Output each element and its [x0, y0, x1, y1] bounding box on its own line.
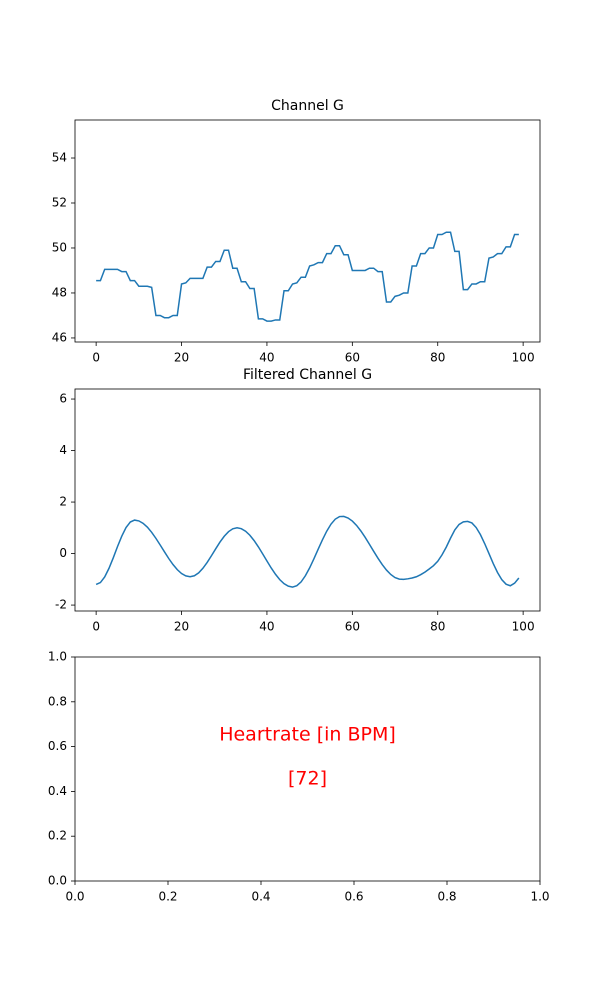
y-tick-label: 48 [52, 285, 67, 299]
plot-frame [74, 119, 541, 343]
x-tick-label: 0.0 [65, 890, 84, 904]
x-tick-label: 100 [512, 351, 535, 365]
y-tick-label: 0.0 [48, 874, 67, 888]
y-tick-label: 0.4 [48, 784, 67, 798]
y-tick-label: -2 [55, 598, 67, 612]
x-tick-label: 60 [345, 351, 360, 365]
y-tick-label: 4 [59, 443, 67, 457]
y-tick-label: 0.8 [48, 694, 67, 708]
y-tick-label: 0.6 [48, 739, 67, 753]
y-tick-label: 54 [52, 151, 67, 165]
x-tick-label: 0.8 [437, 890, 456, 904]
x-tick-label: 0 [92, 351, 100, 365]
x-tick-label: 1.0 [530, 890, 549, 904]
y-tick-label: 0 [59, 546, 67, 560]
x-tick-label: 40 [259, 351, 274, 365]
y-tick-label: 50 [52, 240, 67, 254]
x-tick-label: 20 [174, 620, 189, 634]
x-tick-label: 0 [92, 620, 100, 634]
x-tick-label: 0.4 [251, 890, 270, 904]
x-tick-label: 80 [430, 351, 445, 365]
chart-title: Channel G [271, 98, 344, 114]
y-tick-label: 52 [52, 195, 67, 209]
x-tick-label: 40 [259, 620, 274, 634]
x-tick-label: 80 [430, 620, 445, 634]
data-line [96, 231, 519, 322]
x-tick-label: 20 [174, 351, 189, 365]
y-tick-label: 6 [59, 392, 67, 406]
data-line [95, 515, 520, 588]
y-tick-label: 46 [52, 330, 67, 344]
x-tick-label: 60 [345, 620, 360, 634]
plot-frame [74, 388, 541, 612]
annotation: Heartrate [in BPM] [219, 724, 396, 746]
x-tick-label: 0.6 [344, 890, 363, 904]
plot-frame [74, 656, 541, 882]
x-tick-label: 100 [512, 620, 535, 634]
y-tick-label: 1.0 [48, 650, 67, 664]
annotation: [72] [288, 768, 327, 790]
y-tick-label: 0.2 [48, 829, 67, 843]
y-tick-label: 2 [59, 495, 67, 509]
x-tick-label: 0.2 [158, 890, 177, 904]
chart-title: Filtered Channel G [243, 367, 372, 383]
